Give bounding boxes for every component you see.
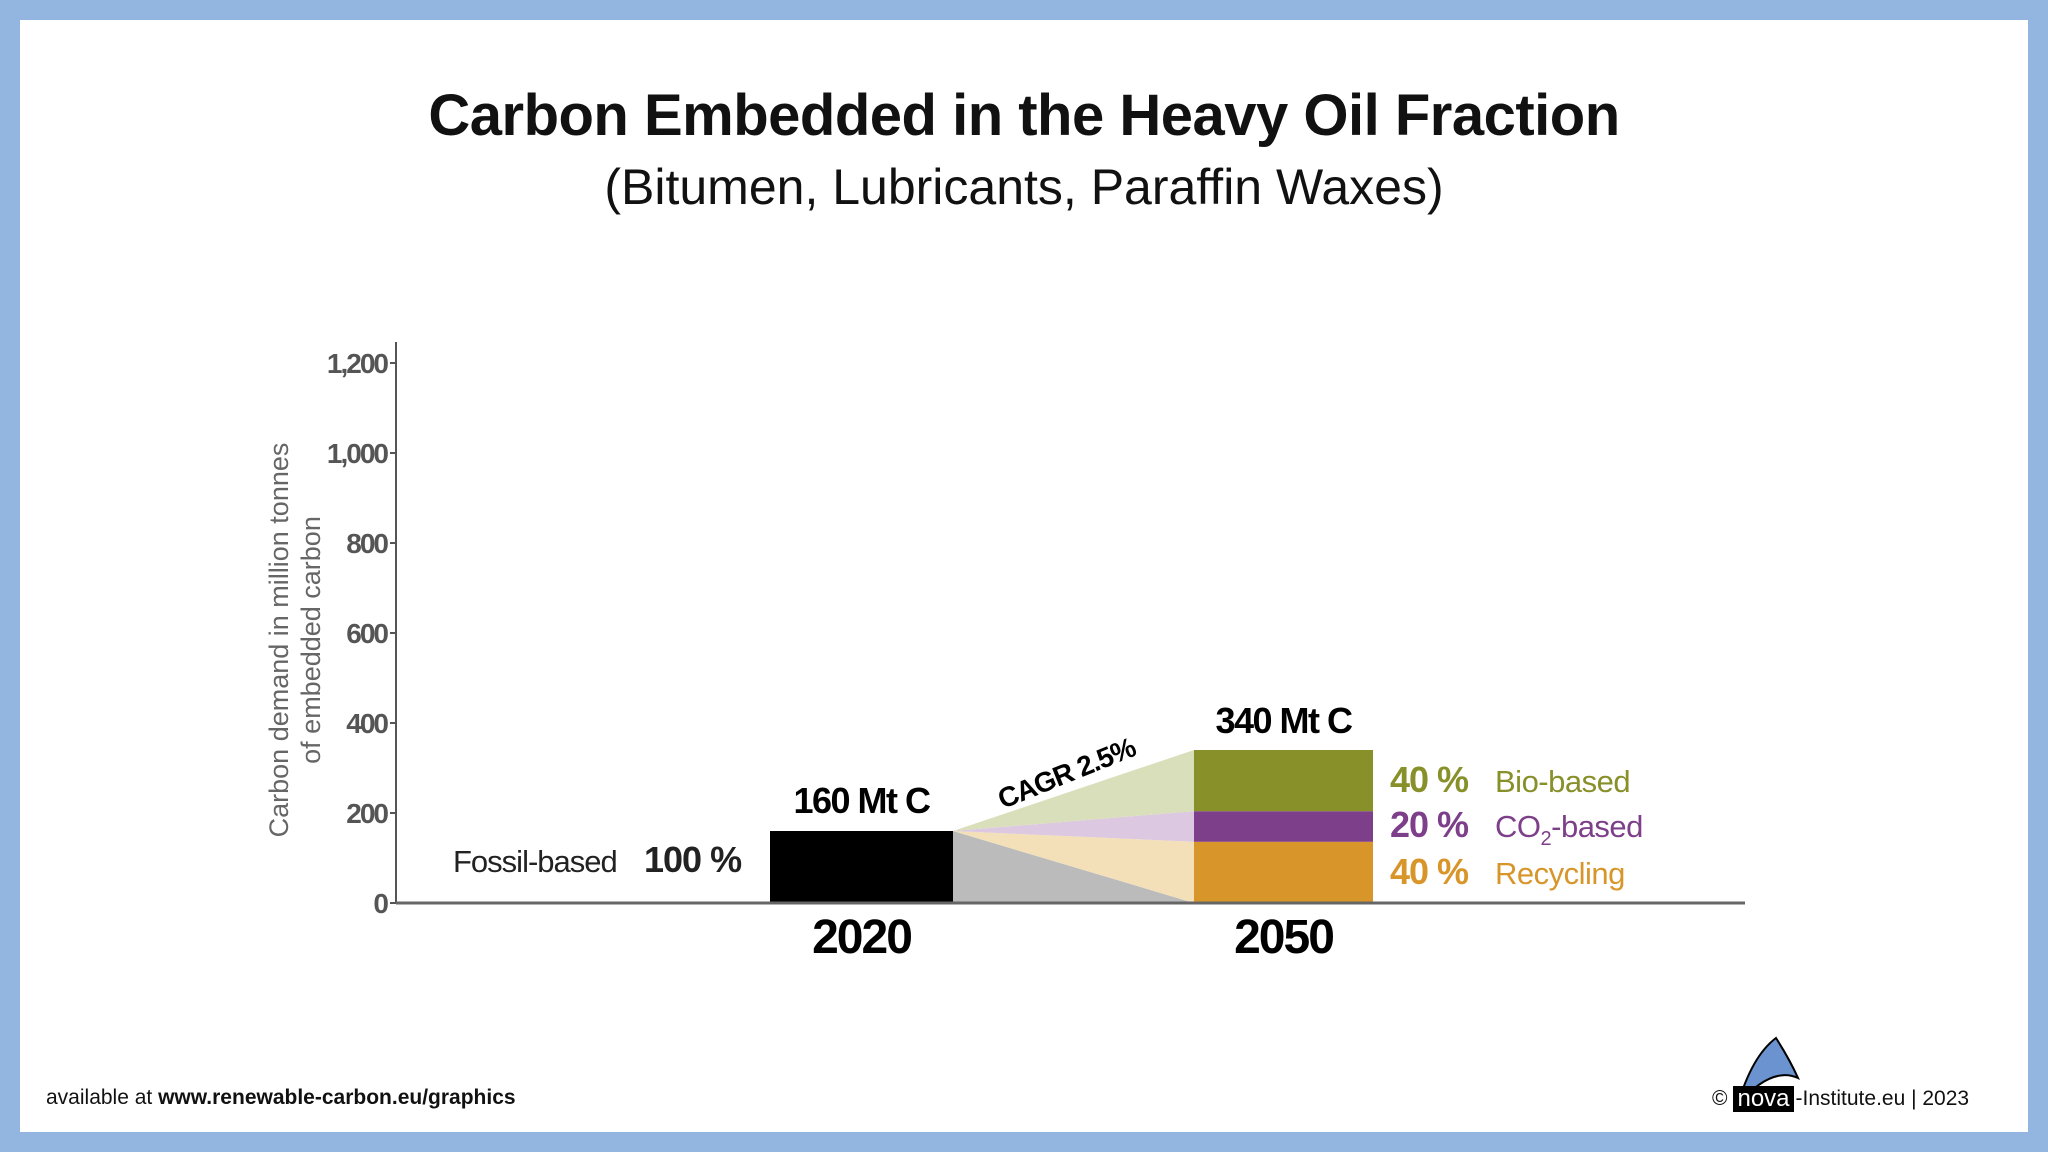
footer-right-text: -Institute.eu | 2023 bbox=[1795, 1087, 1970, 1110]
x-tick-label-2020: 2020 bbox=[812, 911, 911, 964]
fossil-share: 100 % bbox=[644, 839, 742, 880]
bar-2020-fossil bbox=[770, 831, 953, 903]
footer-url[interactable]: www.renewable-carbon.eu/graphics bbox=[158, 1086, 516, 1109]
nova-logo: nova bbox=[1733, 1086, 1794, 1112]
label-bio-based: Bio-based bbox=[1495, 764, 1630, 799]
footer-copyright: © nova -Institute.eu | 2023 bbox=[1712, 1036, 1970, 1112]
chart-panel bbox=[20, 20, 2028, 1132]
y-tick-label: 0 bbox=[373, 888, 388, 919]
fan-bio-based bbox=[953, 750, 1194, 831]
share-co2-based: 20 % bbox=[1390, 804, 1469, 845]
y-tick-label: 1,000 bbox=[327, 438, 388, 469]
label-co2-based: CO2-based bbox=[1495, 809, 1643, 850]
bar-2050-recycling bbox=[1194, 841, 1373, 903]
y-axis-label-line1: Carbon demand in million tonnes bbox=[264, 443, 294, 838]
footer-prefix: available at bbox=[46, 1086, 159, 1109]
share-recycling: 40 % bbox=[1390, 851, 1469, 892]
footer-source: available at www.renewable-carbon.eu/gra… bbox=[46, 1086, 516, 1110]
total-label-2020: 160 Mt C bbox=[793, 780, 931, 821]
copyright-symbol: © bbox=[1712, 1087, 1728, 1110]
chart-title: Carbon Embedded in the Heavy Oil Fractio… bbox=[428, 83, 1620, 148]
fan-co2-based bbox=[953, 811, 1194, 842]
y-tick-label: 1,200 bbox=[327, 348, 388, 379]
y-tick-label: 200 bbox=[346, 798, 388, 829]
x-tick-label-2050: 2050 bbox=[1234, 911, 1333, 964]
y-tick-label: 400 bbox=[346, 708, 388, 739]
chart-subtitle: (Bitumen, Lubricants, Paraffin Waxes) bbox=[604, 159, 1444, 215]
y-tick-label: 800 bbox=[346, 528, 388, 559]
bar-2050-bio-based bbox=[1194, 750, 1373, 812]
total-label-2050: 340 Mt C bbox=[1215, 700, 1353, 741]
y-tick-label: 600 bbox=[346, 618, 388, 649]
y-axis-label-line2: of embedded carbon bbox=[296, 516, 326, 764]
fossil-label: Fossil-based bbox=[453, 844, 617, 879]
share-bio-based: 40 % bbox=[1390, 759, 1469, 800]
fan-recycling bbox=[953, 831, 1194, 903]
bar-2050-co2-based bbox=[1194, 811, 1373, 842]
label-recycling: Recycling bbox=[1495, 856, 1625, 891]
